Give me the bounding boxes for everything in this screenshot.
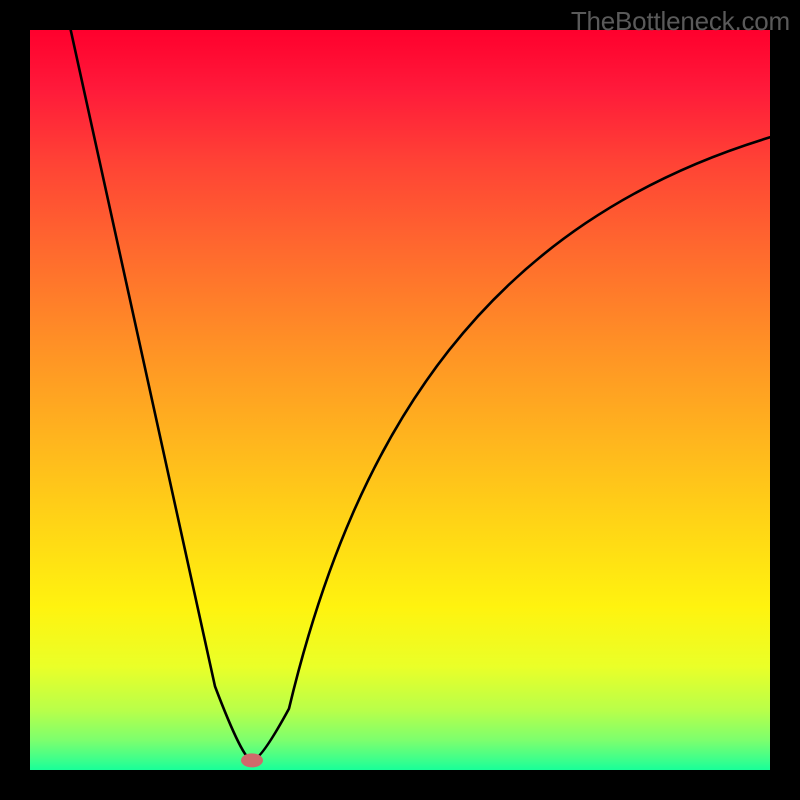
optimal-point-marker [241,753,263,767]
plot-area [30,30,770,770]
chart-container: TheBottleneck.com [0,0,800,800]
watermark-text: TheBottleneck.com [571,6,790,37]
bottleneck-curve [71,30,770,760]
bottleneck-curve-svg [30,30,770,770]
